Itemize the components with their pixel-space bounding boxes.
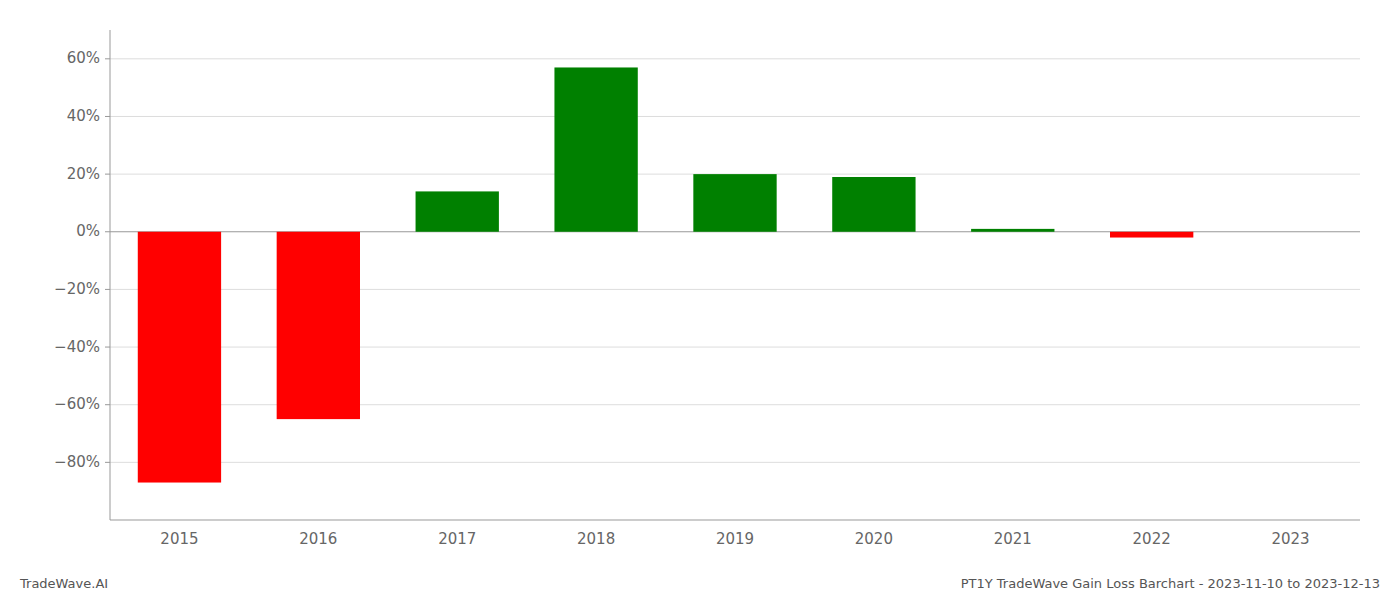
y-tick-label: 40% — [67, 107, 100, 125]
y-tick-label: −20% — [54, 280, 100, 298]
y-tick — [105, 58, 110, 59]
y-tick-label: −80% — [54, 453, 100, 471]
bar — [554, 67, 637, 231]
y-tick-labels: −80% −60% −40% −20% 0% 20% 40% 60% — [54, 49, 110, 471]
y-tick — [105, 289, 110, 290]
page: {"chart_data": { "type": "bar", "categor… — [0, 0, 1400, 600]
bar — [277, 232, 360, 419]
bar — [971, 229, 1054, 232]
x-tick-label: 2017 — [438, 530, 476, 548]
x-tick-label: 2022 — [1133, 530, 1171, 548]
y-tick-label: 60% — [67, 49, 100, 67]
y-tick — [105, 347, 110, 348]
x-tick-label: 2020 — [855, 530, 893, 548]
bar — [138, 232, 221, 483]
x-tick-label: 2021 — [994, 530, 1032, 548]
grid-line — [110, 462, 1360, 463]
y-tick — [105, 174, 110, 175]
y-tick-label: −60% — [54, 395, 100, 413]
footer-text: PT1Y TradeWave Gain Loss Barchart - 2023… — [961, 576, 1380, 591]
bar — [416, 191, 499, 231]
footer-text: TradeWave.AI — [19, 576, 108, 591]
x-tick-label: 2015 — [160, 530, 198, 548]
x-tick-label: 2016 — [299, 530, 337, 548]
y-tick-label: −40% — [54, 338, 100, 356]
y-tick — [105, 462, 110, 463]
y-tick — [105, 404, 110, 405]
bar — [832, 177, 915, 232]
grid-line — [110, 58, 1360, 59]
grid — [110, 59, 1360, 463]
y-axis-line — [110, 30, 111, 520]
x-tick-label: 2019 — [716, 530, 754, 548]
bars — [138, 67, 1194, 482]
bar — [1110, 232, 1193, 238]
x-tick-label: 2023 — [1271, 530, 1309, 548]
x-axis-line — [110, 520, 1360, 521]
x-tick-labels: 2015 2016 2017 2018 2019 2020 2021 2022 2023 — [160, 530, 1309, 548]
x-tick-label: 2018 — [577, 530, 615, 548]
bar — [1249, 231, 1332, 232]
y-tick — [105, 116, 110, 117]
y-tick-label: 0% — [76, 222, 100, 240]
chart: −80%−60%−40%−20%0%20%40%60%2015201620172… — [0, 0, 1400, 600]
y-tick-label: 20% — [67, 165, 100, 183]
y-tick — [105, 231, 110, 232]
footer: TradeWave.AI PT1Y TradeWave Gain Loss Bar… — [19, 576, 1380, 591]
grid-line — [110, 116, 1360, 117]
bar — [693, 174, 776, 232]
